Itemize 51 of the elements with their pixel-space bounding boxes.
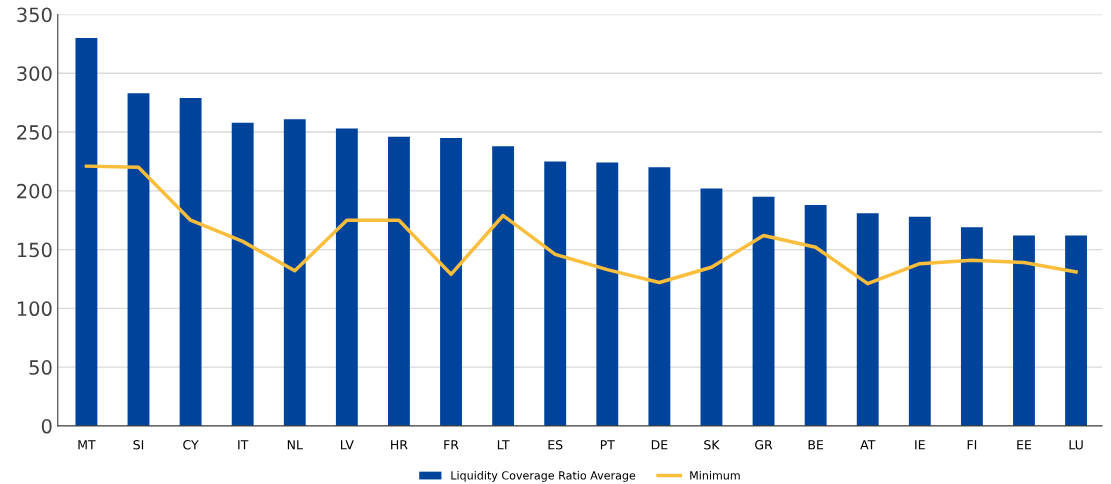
x-tick-label: SK: [704, 440, 720, 450]
x-tick-label: LU: [1069, 440, 1083, 450]
bar: [179, 97, 202, 426]
bar: [440, 137, 462, 426]
x-tick-label: DE: [651, 440, 668, 450]
legend-label: Liquidity Coverage Ratio Average: [451, 470, 636, 482]
y-tick-label: 100: [17, 301, 52, 317]
x-tick-label: EE: [1017, 440, 1032, 450]
x-tick-label: FR: [444, 440, 459, 450]
y-tick-label: 200: [17, 183, 52, 199]
bar: [335, 128, 358, 426]
bar: [908, 216, 931, 426]
x-tick-label: FI: [967, 440, 977, 450]
bar: [127, 93, 150, 426]
y-tick-label: 350: [17, 7, 52, 23]
bar: [856, 213, 879, 426]
bar: [388, 136, 410, 426]
bar: [492, 146, 515, 426]
bar: [544, 161, 567, 426]
y-tick-label: 50: [29, 360, 52, 375]
y-tick-label: 0: [41, 418, 52, 434]
bar: [648, 167, 671, 426]
x-tick-label: AT: [860, 440, 876, 450]
x-tick-label: LT: [497, 440, 510, 450]
bar: [596, 162, 619, 426]
x-tick-label: BE: [808, 440, 824, 450]
x-tick-label: NL: [287, 440, 303, 450]
bar: [231, 122, 254, 426]
bar: [804, 204, 827, 426]
line-series: [84, 164, 1078, 286]
bar: [1013, 235, 1035, 426]
bar: [1065, 235, 1088, 426]
bar: [960, 227, 983, 426]
y-tick-label: 300: [17, 66, 52, 81]
y-tick-label: 250: [17, 125, 52, 140]
x-tick-label: MT: [78, 440, 96, 450]
x-tick-label: SI: [133, 440, 144, 450]
x-tick-label: HR: [391, 440, 408, 450]
x-tick-label: LV: [341, 440, 354, 450]
bar: [75, 38, 98, 426]
x-tick-label: GR: [755, 440, 773, 450]
x-tick-label: CY: [183, 440, 199, 450]
x-tick-label: IT: [238, 440, 249, 450]
x-tick-label: ES: [548, 440, 563, 450]
x-tick-label: PT: [600, 440, 615, 450]
legend-label: Minimum: [690, 470, 740, 480]
bar: [752, 196, 775, 426]
bar: [700, 188, 723, 426]
y-tick-label: 150: [17, 242, 52, 258]
bar: [283, 119, 306, 426]
x-tick-label: IE: [915, 440, 925, 450]
